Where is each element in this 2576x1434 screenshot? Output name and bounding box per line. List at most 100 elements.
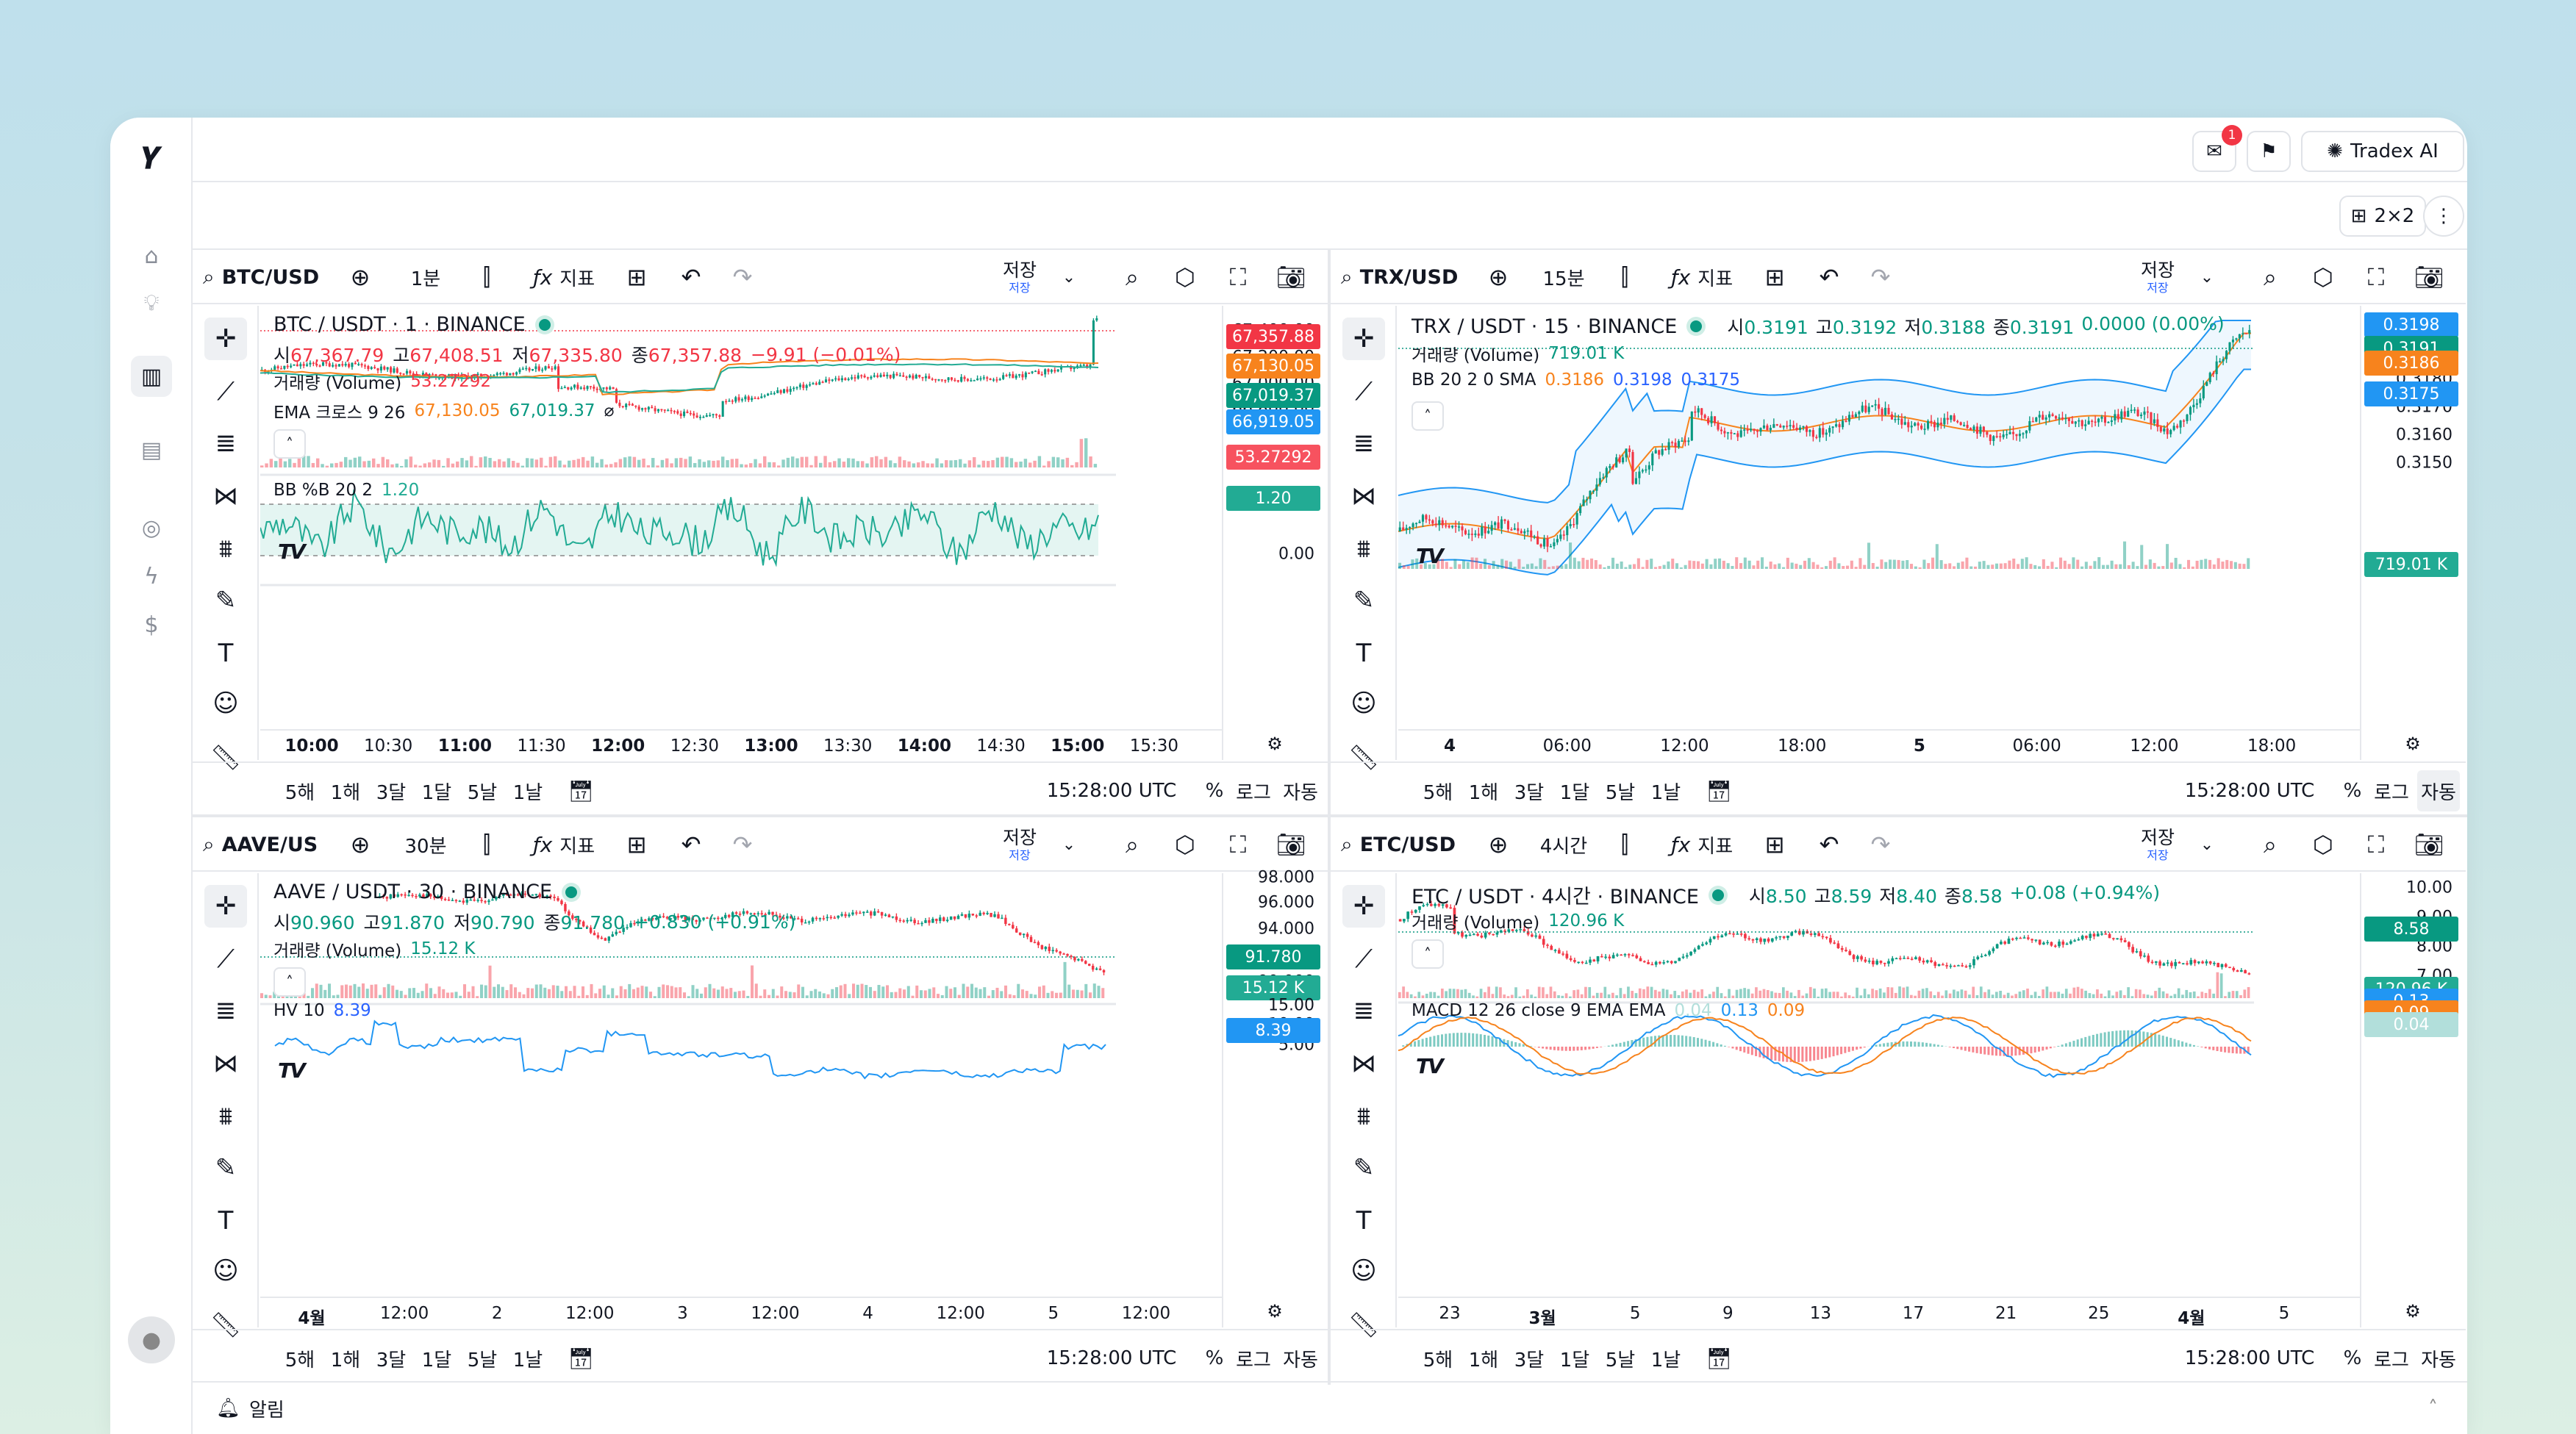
ruler-icon[interactable]: 📏︎ (1348, 1311, 1380, 1340)
camera-icon[interactable]: 📷︎ (2414, 831, 2444, 858)
chart-plot[interactable] (1398, 873, 2360, 1327)
undo-icon[interactable]: ↶ (681, 263, 701, 291)
interval-button[interactable]: 15분 (1542, 268, 1585, 290)
date-range-icon[interactable]: 📅︎ (1706, 1346, 1732, 1371)
axis-settings-icon[interactable]: ⚙ (2405, 1301, 2421, 1322)
legend-collapse-button[interactable]: ˄ (1412, 939, 1444, 969)
trend-line-icon[interactable]: ⟋ (1355, 944, 1373, 974)
tradex-ai-button[interactable]: ✺ Tradex AI (2301, 131, 2464, 172)
panel-separator-v[interactable] (1328, 250, 1331, 1385)
emoji-icon[interactable]: ☺ (212, 689, 239, 718)
templates-icon[interactable]: ⊞ (1764, 263, 1785, 291)
range-button[interactable]: 3달 (376, 781, 407, 804)
fullscreen-icon[interactable]: ⛶ (1229, 830, 1247, 858)
range-button[interactable]: 5해 (285, 1349, 315, 1372)
range-button[interactable]: 5날 (1605, 1349, 1636, 1372)
redo-icon[interactable]: ↷ (1870, 263, 1891, 291)
range-button[interactable]: 1해 (330, 1349, 361, 1372)
chart-plot[interactable] (260, 873, 1222, 1327)
indicator-hidden-icon[interactable]: ⌀ (604, 401, 615, 420)
app-logo[interactable]: 𝒀 (143, 142, 160, 176)
forecast-icon[interactable]: ⩩ (218, 1102, 233, 1131)
pattern-icon[interactable]: ⋈ (1351, 1049, 1376, 1078)
range-button[interactable]: 5해 (285, 781, 315, 804)
lightbulb-icon[interactable]: 💡︎ (143, 290, 160, 316)
percent-toggle[interactable]: % (1205, 1347, 1224, 1369)
axis-settings-icon[interactable]: ⚙ (2405, 734, 2421, 754)
ruler-icon[interactable]: 📏︎ (210, 743, 242, 772)
brush-icon[interactable]: ✎ (215, 1153, 237, 1183)
interval-button[interactable]: 1분 (410, 268, 441, 290)
crosshair-icon[interactable]: ✛ (1342, 318, 1385, 360)
date-range-icon[interactable]: 📅︎ (568, 1346, 594, 1371)
range-button[interactable]: 1달 (1559, 1349, 1590, 1372)
range-button[interactable]: 1날 (1650, 1349, 1681, 1372)
save-menu-chevron-icon[interactable]: ⌄ (1062, 268, 1076, 287)
fullscreen-icon[interactable]: ⛶ (2367, 262, 2385, 291)
home-icon[interactable]: ⌂ (144, 243, 159, 269)
timezone-label[interactable]: 15:28:00 UTC (1046, 780, 1177, 802)
auto-toggle[interactable]: 자동 (1283, 1349, 1318, 1372)
save-menu-chevron-icon[interactable]: ⌄ (2200, 835, 2214, 854)
interval-button[interactable]: 30분 (404, 835, 447, 858)
compare-add-icon[interactable]: ⊕ (350, 831, 371, 858)
auto-toggle[interactable]: 자동 (1283, 781, 1318, 804)
axis-settings-icon[interactable]: ⚙ (1267, 734, 1283, 754)
lightning-icon[interactable]: ϟ (144, 563, 159, 589)
pattern-icon[interactable]: ⋈ (213, 1049, 238, 1078)
legend-collapse-button[interactable]: ˄ (273, 429, 306, 459)
text-icon[interactable]: T (218, 1206, 234, 1236)
save-menu-chevron-icon[interactable]: ⌄ (2200, 268, 2214, 287)
quick-search-icon[interactable]: ⌕ (2264, 830, 2277, 858)
pattern-icon[interactable]: ⋈ (213, 481, 238, 511)
timezone-label[interactable]: 15:28:00 UTC (2184, 780, 2315, 802)
range-button[interactable]: 5해 (1423, 781, 1453, 804)
chart-icon[interactable]: ▥ (131, 356, 172, 397)
range-button[interactable]: 1해 (1468, 781, 1499, 804)
chart-area[interactable]: BTC / USDT · 1 · BINANCE 시67,367.79 고67,40… (260, 306, 1328, 760)
pattern-icon[interactable]: ⋈ (1351, 481, 1376, 511)
range-button[interactable]: 1해 (330, 781, 361, 804)
indicators-button[interactable]: ƒx 지표 (1661, 250, 1742, 304)
range-button[interactable]: 1날 (512, 1349, 543, 1372)
auto-toggle[interactable]: 자동 (2421, 1349, 2456, 1372)
percent-toggle[interactable]: % (1205, 780, 1224, 802)
time-axis[interactable]: 10:00 10:30 11:00 11:30 12:00 12:30 13:00 13:30… (260, 729, 1222, 759)
range-button[interactable]: 3달 (376, 1349, 407, 1372)
ruler-icon[interactable]: 📏︎ (210, 1311, 242, 1340)
chart-area[interactable]: TRX / USDT · 15 · BINANCE 시0.3191 고0.3192 저… (1398, 306, 2466, 760)
range-button[interactable]: 1날 (1650, 781, 1681, 804)
range-button[interactable]: 5날 (1605, 781, 1636, 804)
undo-icon[interactable]: ↶ (681, 831, 701, 858)
camera-icon[interactable]: 📷︎ (1276, 831, 1306, 858)
timezone-label[interactable]: 15:28:00 UTC (2184, 1347, 2315, 1369)
brush-icon[interactable]: ✎ (215, 586, 237, 615)
quick-search-icon[interactable]: ⌕ (1126, 830, 1139, 858)
redo-icon[interactable]: ↷ (1870, 831, 1891, 858)
symbol-search[interactable]: ⌕ AAVE/US (203, 817, 318, 872)
quick-search-icon[interactable]: ⌕ (1126, 262, 1139, 291)
percent-toggle[interactable]: % (2343, 1347, 2362, 1369)
settings-icon[interactable]: ⬡ (2313, 831, 2333, 858)
text-icon[interactable]: T (218, 639, 234, 668)
save-button[interactable]: 저장 저장 (994, 817, 1045, 872)
fib-lines-icon[interactable]: ≣ (1353, 996, 1375, 1025)
panel-separator-h[interactable] (193, 814, 2467, 817)
timezone-label[interactable]: 15:28:00 UTC (1046, 1347, 1177, 1369)
more-options-button[interactable]: ⋮ (2423, 196, 2464, 237)
templates-icon[interactable]: ⊞ (626, 263, 647, 291)
chart-area[interactable]: ETC / USDT · 4시간 · BINANCE 시8.50 고8.59 저8.4… (1398, 873, 2466, 1328)
fib-lines-icon[interactable]: ≣ (215, 429, 237, 458)
symbol-search[interactable]: ⌕ TRX/USD (1341, 250, 1458, 304)
chart-plot[interactable] (1398, 306, 2360, 760)
forecast-icon[interactable]: ⩩ (1356, 534, 1371, 564)
inbox-button[interactable]: ✉ 1 (2192, 125, 2242, 172)
price-scale[interactable]: 0.32000.31900.31800.31700.31600.31500.31… (2360, 306, 2466, 760)
price-scale[interactable]: 10.009.008.007.008.58120.96 K0.000.130.0… (2360, 873, 2466, 1327)
avatar[interactable]: ● (128, 1316, 175, 1363)
fullscreen-icon[interactable]: ⛶ (1229, 262, 1247, 291)
dollar-icon[interactable]: $ (144, 612, 159, 638)
save-button[interactable]: 저장 저장 (2132, 817, 2183, 872)
compare-add-icon[interactable]: ⊕ (1488, 263, 1509, 291)
